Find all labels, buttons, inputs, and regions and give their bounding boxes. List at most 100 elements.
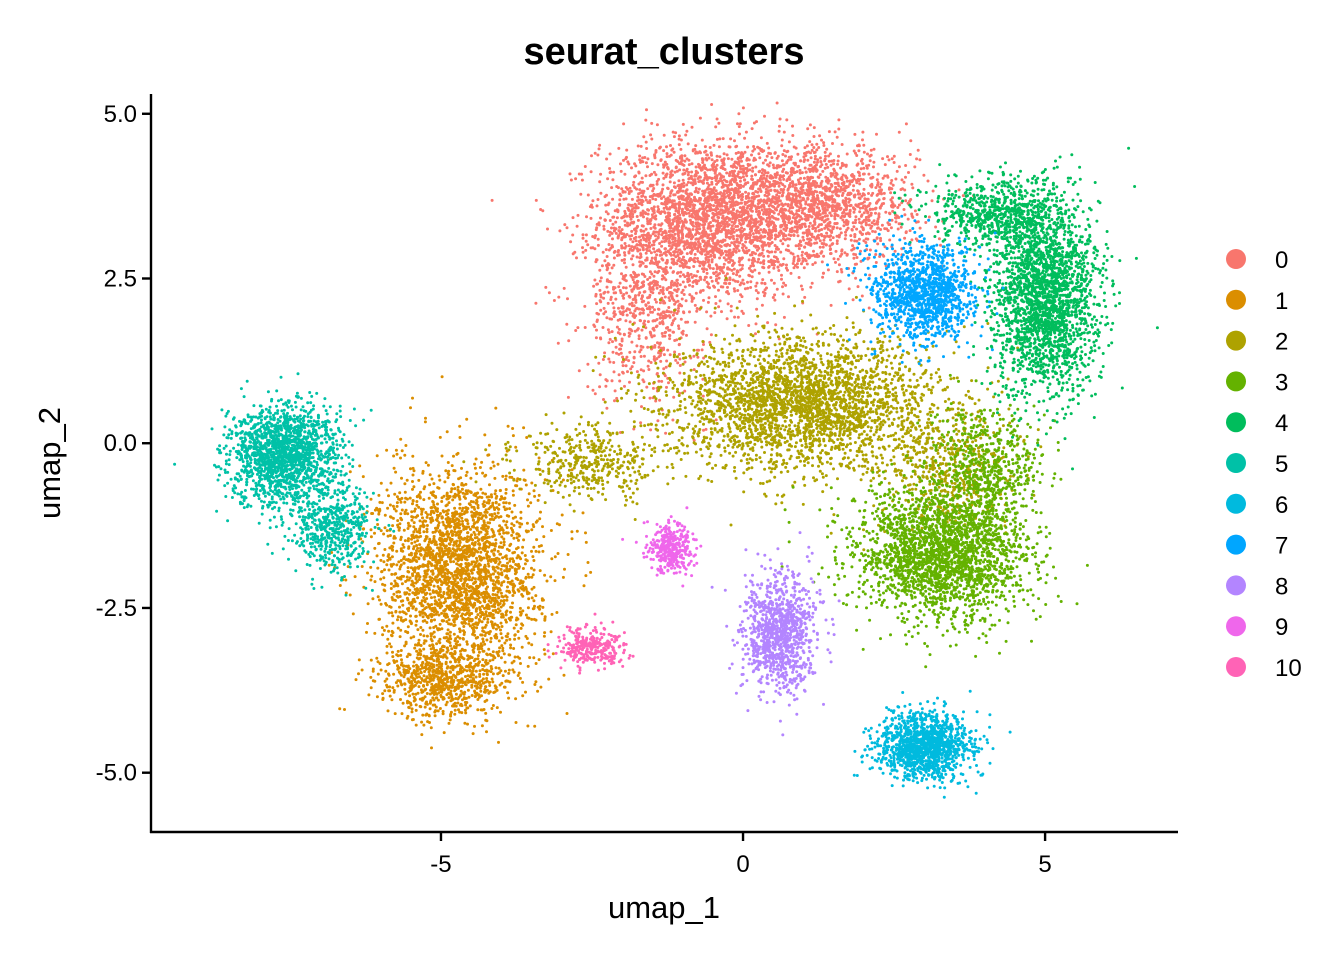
data-point <box>788 185 792 189</box>
data-point <box>810 205 814 209</box>
data-point <box>766 198 770 202</box>
data-point <box>740 267 744 271</box>
data-point <box>904 175 907 179</box>
data-point <box>704 256 708 260</box>
data-point <box>627 209 631 212</box>
data-point <box>804 193 808 197</box>
data-point <box>612 310 616 314</box>
data-point <box>669 191 673 195</box>
data-point <box>714 295 717 299</box>
data-point <box>759 228 763 232</box>
data-point <box>671 230 675 234</box>
data-point <box>605 263 608 267</box>
data-point <box>693 320 697 324</box>
data-point <box>709 314 713 318</box>
data-point <box>710 180 714 184</box>
data-point <box>720 164 724 168</box>
data-point <box>612 226 616 230</box>
data-point <box>628 212 632 216</box>
data-point <box>598 373 602 377</box>
data-point <box>800 189 804 193</box>
data-point <box>775 156 779 160</box>
data-point <box>779 188 783 191</box>
data-point <box>731 234 735 238</box>
data-point <box>639 213 643 217</box>
data-point <box>639 211 643 215</box>
data-point <box>788 229 792 233</box>
data-point <box>798 171 802 175</box>
data-point <box>644 243 648 247</box>
data-point <box>806 254 809 258</box>
data-point <box>804 200 808 204</box>
data-point <box>796 152 800 156</box>
data-point <box>896 206 900 209</box>
data-point <box>684 299 688 303</box>
data-point <box>672 185 676 189</box>
data-point <box>715 163 719 167</box>
data-point <box>794 221 797 224</box>
data-point <box>736 172 740 176</box>
data-point <box>819 184 823 188</box>
data-point <box>836 162 840 166</box>
data-point <box>824 194 827 198</box>
data-point <box>794 192 798 196</box>
data-point <box>599 276 603 280</box>
data-point <box>679 250 683 254</box>
data-point <box>640 234 644 237</box>
data-point <box>689 250 693 254</box>
data-point <box>738 283 742 287</box>
data-point <box>726 302 730 306</box>
data-point <box>669 310 673 314</box>
data-point <box>651 189 655 193</box>
data-point <box>651 305 654 309</box>
data-point <box>780 273 783 277</box>
data-point <box>806 127 810 131</box>
data-point <box>432 635 436 639</box>
data-point <box>882 197 886 200</box>
data-point <box>613 389 617 393</box>
data-point <box>724 217 728 220</box>
data-point <box>640 224 644 228</box>
data-point <box>658 316 662 320</box>
data-point <box>415 619 419 623</box>
data-point <box>664 231 668 235</box>
data-point <box>481 637 485 641</box>
data-point <box>796 234 800 238</box>
data-point <box>876 172 880 176</box>
data-point <box>664 247 667 251</box>
data-point <box>701 207 705 211</box>
data-point <box>640 294 644 298</box>
data-point <box>676 254 680 258</box>
data-point <box>656 163 660 167</box>
data-point <box>864 207 868 211</box>
data-point <box>652 279 656 283</box>
data-point <box>762 198 766 202</box>
data-point <box>637 243 641 247</box>
data-point <box>897 203 901 207</box>
data-point <box>662 149 666 153</box>
data-point <box>715 277 718 281</box>
data-point <box>702 263 706 267</box>
data-point <box>624 197 628 201</box>
data-point <box>715 176 719 180</box>
data-point <box>749 207 752 211</box>
data-point <box>714 418 718 422</box>
data-point <box>719 175 723 179</box>
data-point <box>682 293 686 296</box>
data-point <box>603 290 607 294</box>
data-point <box>558 229 562 233</box>
data-point <box>686 207 689 211</box>
data-point <box>639 201 643 205</box>
data-point <box>680 197 684 201</box>
data-point <box>816 202 820 206</box>
data-point <box>855 256 859 259</box>
data-point <box>584 239 588 243</box>
data-point <box>645 256 649 260</box>
data-point <box>624 265 628 269</box>
data-point <box>668 353 672 357</box>
data-point <box>630 229 634 233</box>
data-point <box>610 317 614 321</box>
data-point <box>617 285 621 289</box>
data-point <box>749 280 753 284</box>
